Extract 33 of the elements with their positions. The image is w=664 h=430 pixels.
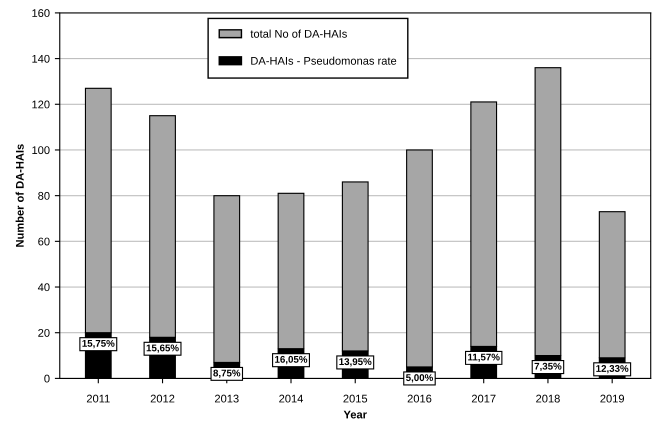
bar bbox=[213, 195, 240, 363]
y-axis-title: Number of DA-HAIs bbox=[16, 144, 24, 247]
annotation: 13,95% bbox=[339, 358, 372, 366]
y-tick-label: 140 bbox=[32, 54, 50, 63]
x-tick-label: 2011 bbox=[86, 394, 110, 403]
x-axis-title: Year bbox=[344, 410, 367, 418]
y-tick-label: 80 bbox=[38, 192, 50, 200]
annotation: 15,75% bbox=[82, 340, 115, 348]
annotation: 15,65% bbox=[146, 344, 179, 353]
y-tick-label: 60 bbox=[38, 238, 50, 246]
legend-label: total No of DA-HAIs bbox=[250, 30, 347, 38]
legend-label: DA-HAIs - Pseudomonas rate bbox=[251, 56, 396, 65]
x-tick-label: 2017 bbox=[472, 394, 496, 403]
x-tick-label: 2019 bbox=[600, 394, 624, 403]
y-tick-label: 120 bbox=[32, 100, 50, 108]
y-tick-label: 20 bbox=[38, 328, 50, 337]
annotation: 7,35% bbox=[534, 362, 562, 372]
annotation: 16,05% bbox=[275, 356, 308, 364]
annotation: 11,57% bbox=[468, 354, 500, 362]
x-tick-label: 2016 bbox=[408, 394, 432, 403]
bar bbox=[406, 149, 433, 368]
x-tick-label: 2014 bbox=[279, 394, 304, 403]
x-tick-label: 2018 bbox=[536, 394, 560, 403]
y-tick-label: 160 bbox=[32, 9, 50, 18]
annotation: 8,75% bbox=[213, 370, 240, 378]
x-tick-label: 2012 bbox=[150, 394, 174, 403]
annotation: 12,33% bbox=[596, 365, 628, 374]
x-tick-label: 2013 bbox=[214, 394, 239, 403]
y-tick-label: 100 bbox=[32, 146, 50, 154]
annotation: 5,00% bbox=[406, 374, 434, 382]
y-tick-label: 0 bbox=[44, 374, 50, 383]
y-tick-label: 40 bbox=[38, 283, 50, 292]
x-tick-label: 2015 bbox=[343, 394, 368, 403]
